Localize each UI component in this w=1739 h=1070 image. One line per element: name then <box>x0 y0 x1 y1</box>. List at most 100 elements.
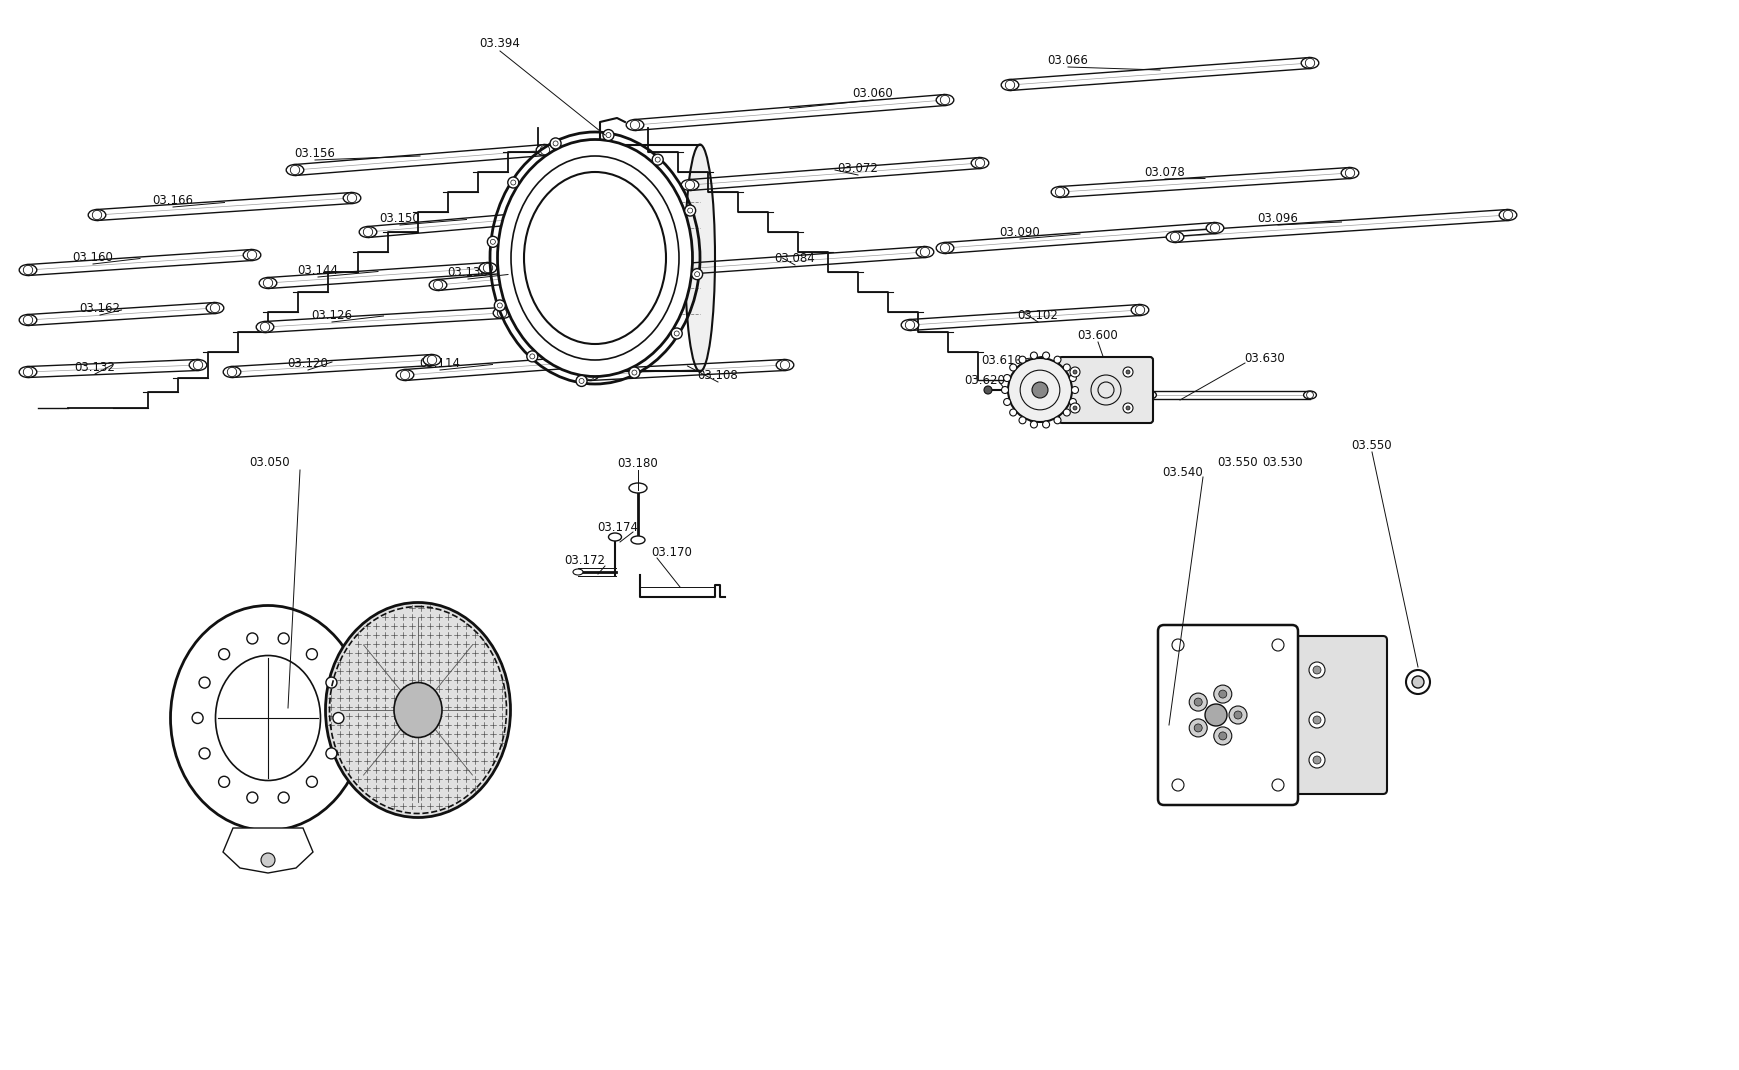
Circle shape <box>1125 406 1129 410</box>
Text: 03.114: 03.114 <box>419 356 461 369</box>
Text: 03.120: 03.120 <box>287 356 329 369</box>
Circle shape <box>1271 639 1283 651</box>
Circle shape <box>1193 724 1202 732</box>
Circle shape <box>191 713 203 723</box>
Ellipse shape <box>916 246 934 258</box>
Text: 03.138: 03.138 <box>447 265 489 278</box>
Circle shape <box>1313 666 1320 674</box>
Circle shape <box>1073 406 1076 410</box>
Ellipse shape <box>478 262 497 274</box>
Circle shape <box>1042 421 1049 428</box>
Circle shape <box>1071 386 1078 394</box>
Circle shape <box>576 376 586 386</box>
Text: 03.180: 03.180 <box>617 457 657 470</box>
Circle shape <box>487 236 497 247</box>
Text: 03.550: 03.550 <box>1351 439 1391 452</box>
Text: 03.394: 03.394 <box>480 36 520 49</box>
Circle shape <box>1122 403 1132 413</box>
Ellipse shape <box>256 321 273 333</box>
Ellipse shape <box>325 602 510 817</box>
Circle shape <box>1029 421 1036 428</box>
Ellipse shape <box>628 483 647 493</box>
Ellipse shape <box>609 533 621 541</box>
Ellipse shape <box>1130 305 1148 316</box>
Ellipse shape <box>1143 391 1156 399</box>
Ellipse shape <box>19 264 37 275</box>
Circle shape <box>1313 716 1320 724</box>
Circle shape <box>306 777 316 788</box>
Circle shape <box>1308 662 1323 678</box>
Text: 03.550: 03.550 <box>1217 456 1257 469</box>
Ellipse shape <box>170 606 365 830</box>
Circle shape <box>1069 398 1076 406</box>
Ellipse shape <box>1000 79 1019 91</box>
Text: 03.620: 03.620 <box>963 373 1005 386</box>
Circle shape <box>1271 779 1283 791</box>
Circle shape <box>683 205 696 216</box>
Ellipse shape <box>1301 58 1318 68</box>
Circle shape <box>603 129 614 140</box>
Ellipse shape <box>631 266 649 277</box>
Circle shape <box>1009 409 1016 416</box>
Circle shape <box>247 792 257 804</box>
Circle shape <box>1063 364 1069 371</box>
Text: 03.084: 03.084 <box>774 251 816 264</box>
Ellipse shape <box>343 193 360 203</box>
Circle shape <box>527 351 537 362</box>
Ellipse shape <box>430 279 447 290</box>
Text: 03.162: 03.162 <box>80 302 120 315</box>
Ellipse shape <box>936 243 953 254</box>
Circle shape <box>325 677 337 688</box>
Polygon shape <box>223 828 313 873</box>
Ellipse shape <box>570 356 588 367</box>
Circle shape <box>1069 374 1076 382</box>
Text: 03.166: 03.166 <box>153 194 193 207</box>
Ellipse shape <box>223 367 240 378</box>
Text: 03.150: 03.150 <box>379 212 421 225</box>
Circle shape <box>508 177 518 188</box>
Circle shape <box>278 792 289 804</box>
Circle shape <box>1003 374 1010 382</box>
Ellipse shape <box>776 360 793 370</box>
Circle shape <box>1003 398 1010 406</box>
Ellipse shape <box>970 157 988 168</box>
Ellipse shape <box>556 210 574 220</box>
Text: 03.096: 03.096 <box>1257 212 1297 225</box>
Circle shape <box>1188 719 1207 737</box>
Ellipse shape <box>1499 210 1516 220</box>
Circle shape <box>306 648 316 660</box>
Text: 03.126: 03.126 <box>311 308 353 321</box>
Ellipse shape <box>358 227 377 238</box>
Ellipse shape <box>497 139 692 377</box>
Circle shape <box>219 777 230 788</box>
Ellipse shape <box>492 307 511 319</box>
Circle shape <box>1172 639 1183 651</box>
Circle shape <box>1308 712 1323 728</box>
Circle shape <box>1069 367 1080 377</box>
Ellipse shape <box>259 277 277 289</box>
Circle shape <box>278 633 289 644</box>
Circle shape <box>1308 752 1323 768</box>
Circle shape <box>1122 367 1132 377</box>
Circle shape <box>1029 352 1036 360</box>
Circle shape <box>1405 670 1429 694</box>
Text: 03.600: 03.600 <box>1076 328 1118 341</box>
Circle shape <box>247 633 257 644</box>
Text: 03.172: 03.172 <box>563 553 605 566</box>
Circle shape <box>261 853 275 867</box>
Circle shape <box>1313 756 1320 764</box>
Circle shape <box>1125 370 1129 374</box>
Circle shape <box>1073 370 1076 374</box>
Circle shape <box>1002 386 1009 394</box>
Ellipse shape <box>396 369 414 381</box>
Circle shape <box>219 648 230 660</box>
Circle shape <box>1007 358 1071 422</box>
Text: 03.144: 03.144 <box>297 263 339 276</box>
Ellipse shape <box>901 320 918 331</box>
Circle shape <box>1217 690 1226 698</box>
Text: 03.060: 03.060 <box>852 87 892 100</box>
Circle shape <box>1228 706 1247 724</box>
Circle shape <box>198 677 210 688</box>
Ellipse shape <box>1303 391 1316 399</box>
Ellipse shape <box>685 144 715 371</box>
